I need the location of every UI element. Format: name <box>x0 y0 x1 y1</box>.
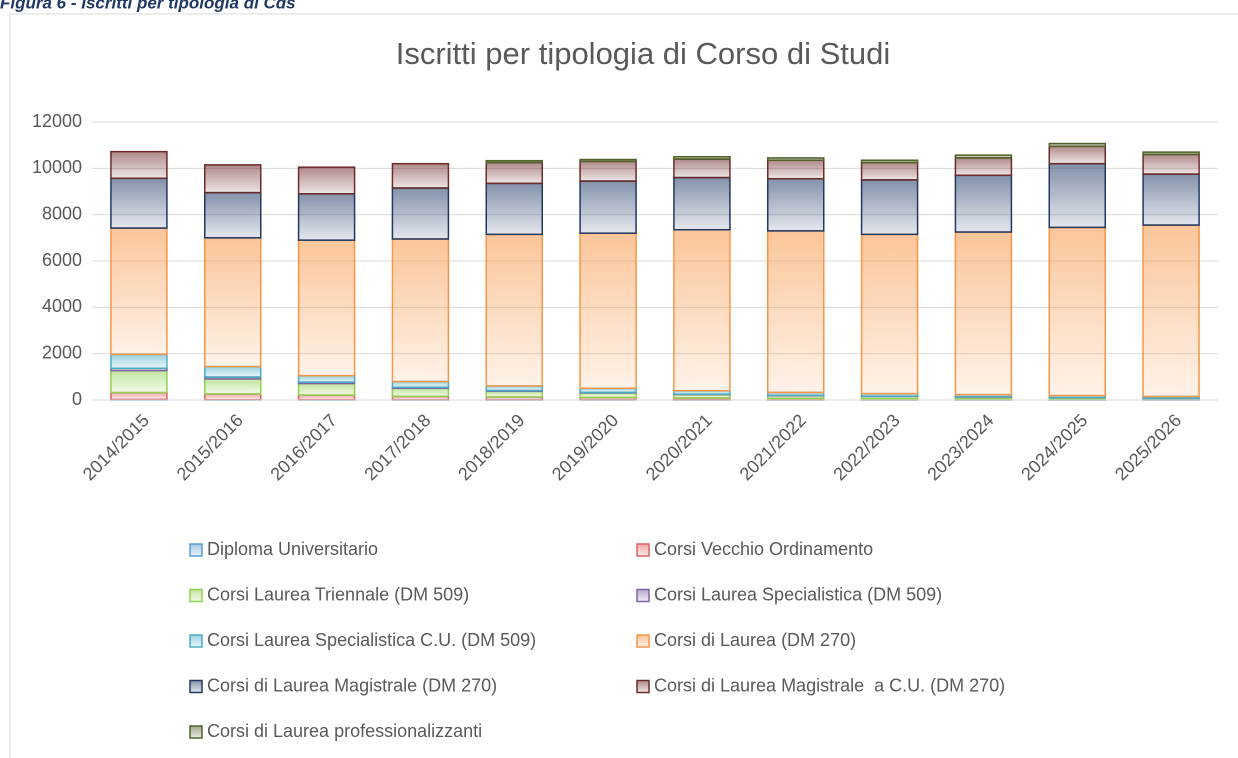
caption: Figura 6 - Iscritti per tipologia di Cds <box>0 0 296 12</box>
legend-swatch <box>189 725 203 739</box>
bar-segment <box>391 380 450 389</box>
bar-segment <box>767 157 825 161</box>
bar-segment <box>860 161 919 181</box>
bar-segment <box>110 150 168 180</box>
bar-segment <box>485 390 543 398</box>
bar-segment <box>1048 145 1106 165</box>
bar-segment <box>954 154 1013 159</box>
bar-segment <box>204 237 262 368</box>
legend-swatch <box>636 588 650 603</box>
bar-segment <box>297 382 356 396</box>
bar-segment <box>1048 226 1106 397</box>
bar-segment <box>860 159 919 164</box>
legend-swatch <box>189 634 203 648</box>
legend-label: Diploma Universitario <box>207 539 378 559</box>
bar-segment <box>110 369 168 394</box>
legend-swatch <box>636 634 650 648</box>
y-tick-label: 10000 <box>32 157 82 177</box>
bar-segment <box>954 174 1013 233</box>
bar-segment <box>204 378 262 395</box>
bar-segment <box>485 233 543 387</box>
bar-segment <box>297 193 356 241</box>
legend-label: Corsi Laurea Triennale (DM 509) <box>207 584 469 604</box>
bar-segment <box>110 227 168 356</box>
legend-swatch <box>636 543 650 557</box>
bar-segment <box>673 176 731 231</box>
chart-title: Iscritti per tipologia di Corso di Studi <box>396 36 891 71</box>
bar-segment <box>1142 153 1200 175</box>
legend-label: Corsi Laurea Specialistica C.U. (DM 509) <box>207 630 536 650</box>
bar-segment <box>204 191 262 239</box>
legend-label: Corsi di Laurea (DM 270) <box>654 630 856 650</box>
legend-label: Corsi di Laurea Magistrale a C.U. (DM 27… <box>654 675 1005 695</box>
legend-swatch <box>636 679 650 694</box>
y-tick-label: 0 <box>72 389 82 409</box>
bar-segment <box>860 233 919 395</box>
bar-segment <box>485 182 543 236</box>
bar-segment <box>673 228 731 392</box>
bar-segment <box>297 374 356 383</box>
bar-segment <box>485 159 543 164</box>
legend-swatch <box>189 543 203 557</box>
legend-label: Corsi Laurea Specialistica (DM 509) <box>654 584 942 604</box>
y-tick-label: 4000 <box>42 296 82 316</box>
bar-segment <box>1048 162 1106 229</box>
y-tick-label: 8000 <box>42 203 82 223</box>
legend-swatch <box>189 588 203 603</box>
y-tick-label: 2000 <box>42 342 82 362</box>
bar-segment <box>485 161 543 185</box>
bar-segment <box>297 239 356 377</box>
legend-label: Corsi Vecchio Ordinamento <box>654 539 873 559</box>
bar-segment <box>110 353 168 370</box>
bar-segment <box>673 158 731 179</box>
bar-segment <box>391 162 450 189</box>
bar-segment <box>579 232 637 390</box>
bar-segment <box>204 164 262 194</box>
bar-segment <box>110 391 168 401</box>
bar-segment <box>673 156 731 160</box>
bar-segment <box>391 387 450 398</box>
bar-segment <box>767 178 825 232</box>
bar-segment <box>204 365 262 378</box>
bar-segment <box>767 159 825 180</box>
legend-label: Corsi di Laurea Magistrale (DM 270) <box>207 675 497 695</box>
bar-segment <box>110 177 168 229</box>
bar-segment <box>391 238 450 383</box>
bar-segment <box>579 160 637 182</box>
bar-segment <box>297 166 356 195</box>
bar-segment <box>579 158 637 163</box>
bar-segment <box>1142 173 1200 226</box>
bar-segment <box>1142 151 1200 156</box>
legend-swatch <box>189 679 203 694</box>
bar-segment <box>954 157 1013 177</box>
bar-segment <box>579 180 637 234</box>
bar-segment <box>767 230 825 394</box>
bar-segment <box>1142 224 1200 398</box>
legend-label: Corsi di Laurea professionalizzanti <box>207 721 482 741</box>
bar-segment <box>860 179 919 236</box>
y-tick-label: 6000 <box>42 250 82 270</box>
y-tick-label: 12000 <box>32 111 82 131</box>
bar-segment <box>1048 142 1106 148</box>
bar-segment <box>204 393 262 401</box>
bar-segment <box>954 231 1013 396</box>
bar-segment <box>391 187 450 240</box>
